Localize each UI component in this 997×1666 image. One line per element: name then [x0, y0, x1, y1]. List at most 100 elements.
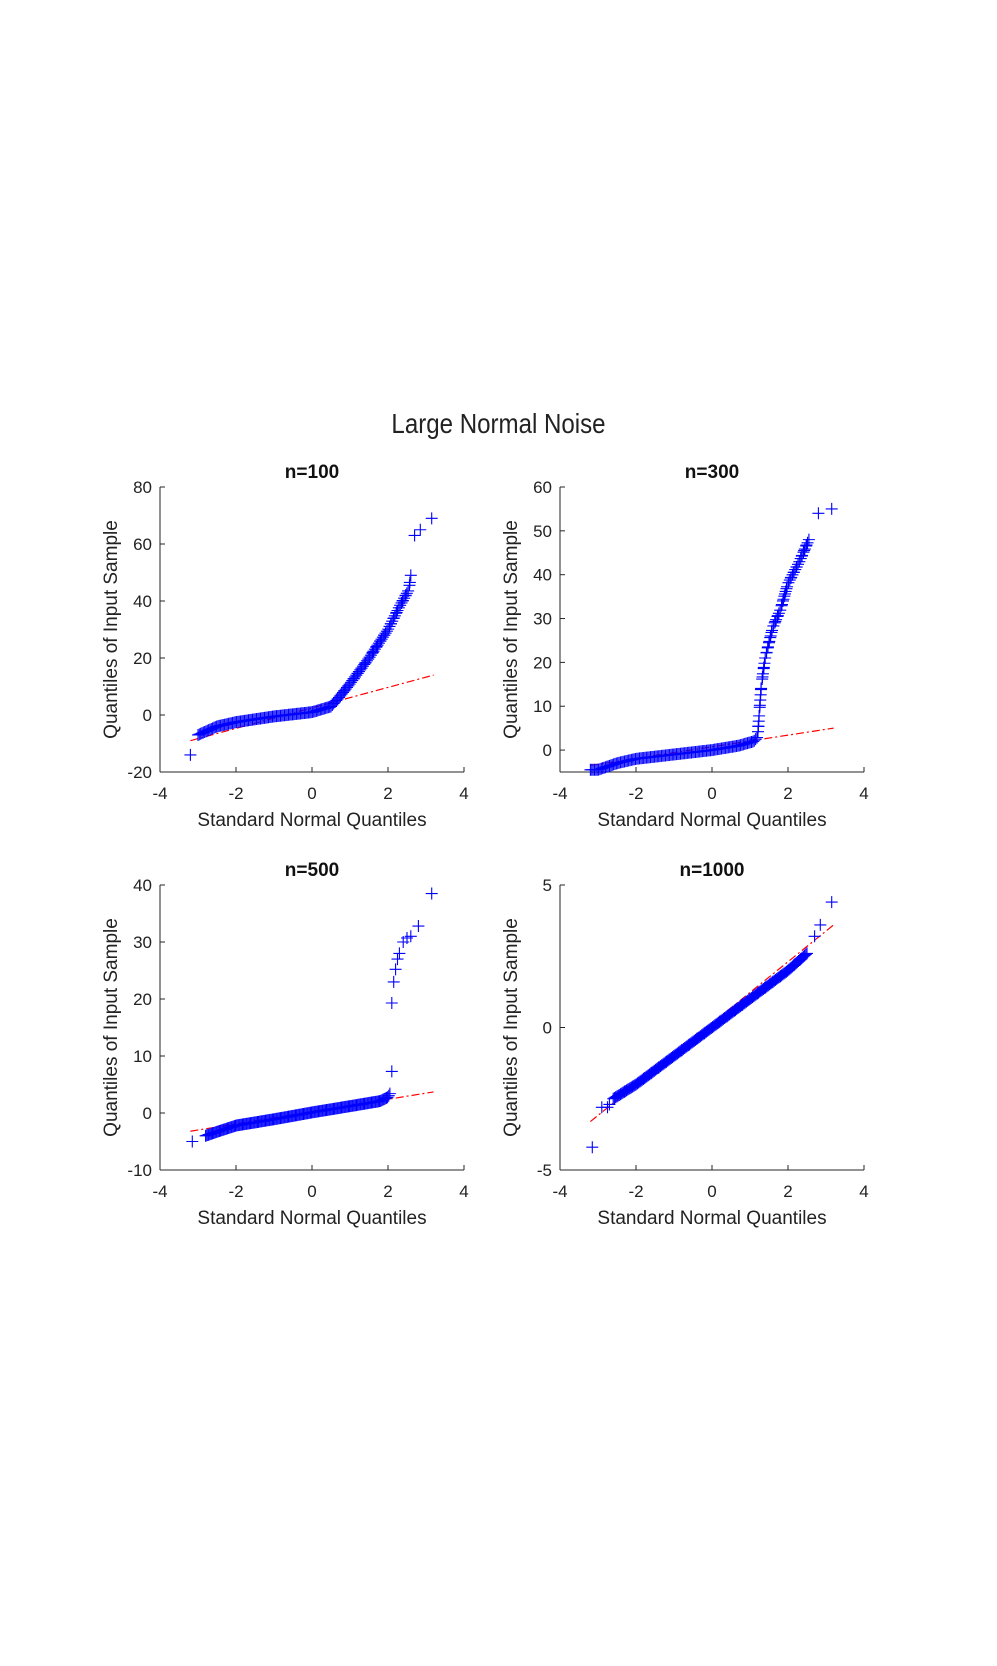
sample-marker [748, 734, 761, 747]
sample-marker [787, 566, 800, 579]
y-tick-label: 40 [533, 566, 552, 585]
sample-marker [763, 636, 775, 649]
outlier-marker [186, 1135, 199, 1148]
x-tick-label: -4 [552, 784, 567, 803]
x-tick-label: 2 [383, 784, 392, 803]
sample-marker [690, 1032, 703, 1045]
sample-marker [782, 576, 795, 589]
sample-marker [652, 1061, 665, 1074]
y-tick-label: 20 [133, 990, 152, 1009]
sample-marker [778, 587, 791, 600]
sample-marker [756, 667, 769, 680]
y-tick-label: -20 [127, 763, 152, 782]
x-tick-label: -2 [628, 784, 643, 803]
sample-marker [756, 673, 769, 686]
x-tick-label: 0 [707, 1182, 716, 1201]
sample-marker [759, 981, 772, 994]
x-axis-label: Standard Normal Quantiles [197, 810, 426, 831]
y-tick-label: 50 [533, 522, 552, 541]
sample-marker [798, 544, 811, 557]
outlier-marker [404, 930, 417, 943]
outlier-marker [825, 896, 838, 909]
y-tick-label: 40 [133, 876, 152, 895]
sample-marker [728, 1004, 741, 1017]
sample-marker [618, 1085, 631, 1098]
sample-marker [751, 987, 764, 1000]
y-tick-label: 5 [543, 876, 552, 895]
panel-title: n=100 [285, 462, 339, 483]
sample-marker [392, 601, 405, 614]
outlier-marker [387, 975, 400, 988]
sample-marker [387, 612, 400, 625]
sample-marker [758, 657, 771, 670]
x-tick-label: -4 [552, 1182, 567, 1201]
sample-marker [790, 561, 803, 574]
panel-title: n=300 [685, 462, 739, 483]
outlier-marker [808, 930, 821, 943]
sample-marker [378, 629, 391, 642]
sample-marker [777, 593, 790, 606]
x-tick-label: 2 [783, 1182, 792, 1201]
sample-marker [637, 1072, 650, 1085]
outlier-marker [389, 963, 402, 976]
sample-marker [391, 604, 404, 617]
outlier-marker [414, 523, 427, 536]
sample-marker [779, 585, 792, 598]
sample-marker [794, 552, 807, 565]
sample-marker [801, 536, 814, 549]
outlier-marker [601, 1101, 614, 1114]
sample-marker [398, 592, 411, 605]
outlier-marker [586, 1141, 599, 1154]
sample-marker [800, 539, 813, 552]
sample-marker [645, 1067, 658, 1080]
sample-marker [766, 975, 779, 988]
sample-marker [404, 569, 417, 582]
y-tick-label: 20 [533, 653, 552, 672]
sample-marker [794, 953, 807, 966]
y-tick-label: 10 [533, 697, 552, 716]
sample-marker [382, 1089, 395, 1102]
x-tick-label: -4 [152, 784, 167, 803]
sample-marker [388, 609, 401, 622]
sample-marker [783, 574, 796, 587]
sample-marker [765, 626, 778, 639]
y-axis-label: Quantiles of Input Sample [501, 520, 522, 739]
sample-marker [721, 1010, 734, 1023]
sample-marker [759, 652, 772, 664]
x-tick-label: 4 [859, 1182, 868, 1201]
sample-marker [769, 615, 782, 628]
x-tick-label: 2 [783, 784, 792, 803]
y-tick-label: 30 [133, 933, 152, 952]
y-tick-label: 60 [533, 478, 552, 497]
y-tick-label: -10 [127, 1161, 152, 1180]
sample-marker [775, 598, 788, 611]
y-tick-label: 10 [133, 1047, 152, 1066]
sample-marker [761, 641, 774, 654]
sample-marker [400, 587, 413, 600]
outlier-marker [825, 502, 838, 515]
x-tick-label: -2 [628, 1182, 643, 1201]
x-tick-label: 0 [307, 1182, 316, 1201]
outlier-marker [408, 529, 421, 542]
sample-marker [698, 1027, 711, 1040]
qq-panel-4: -4 -2 0 2 4 -5 0 5 n=1000 Standard Normal Quantil… [501, 860, 869, 1229]
y-axis-label: Quantiles of Input Sample [501, 918, 522, 1137]
sample-marker [799, 948, 812, 961]
marker-band [584, 533, 815, 776]
x-tick-label: 4 [459, 1182, 468, 1201]
y-axis-label: Quantiles of Input Sample [101, 918, 122, 1137]
sample-marker [753, 709, 766, 722]
sample-marker [768, 616, 781, 629]
sample-marker [774, 970, 787, 983]
figure-suptitle: Large Normal Noise [391, 408, 606, 439]
sample-marker [675, 1044, 688, 1057]
sample-marker [795, 550, 808, 563]
sample-marker [788, 958, 801, 971]
panel-title: n=500 [285, 860, 339, 881]
x-tick-label: -4 [152, 1182, 167, 1201]
x-tick-label: -2 [228, 784, 243, 803]
